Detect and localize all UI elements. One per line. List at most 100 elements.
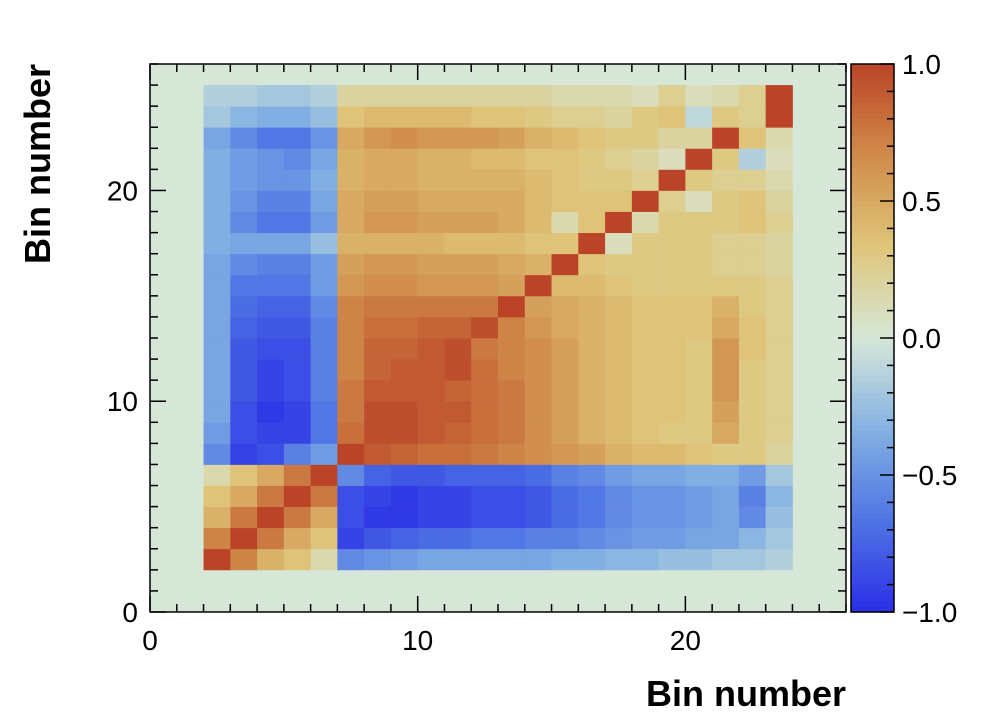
heatmap-cell [203, 443, 231, 465]
heatmap-cell [390, 359, 419, 381]
heatmap-cell [337, 211, 365, 234]
heatmap-cell [310, 485, 338, 508]
heatmap-cell [658, 422, 686, 444]
heatmap-cell [471, 316, 499, 339]
heatmap-cell [364, 106, 392, 128]
heatmap-cell [257, 190, 285, 212]
heatmap-cell [444, 190, 472, 212]
heatmap-cell [203, 464, 231, 486]
heatmap-cell [230, 190, 258, 212]
heatmap-cell [712, 464, 740, 486]
heatmap-cell [257, 211, 285, 234]
heatmap-cell [524, 253, 552, 276]
heatmap-cell [712, 295, 740, 318]
heatmap-cell [471, 338, 499, 360]
colorbar-segment [851, 162, 894, 169]
heatmap-cell [658, 148, 686, 170]
colorbar-segment [851, 458, 894, 465]
heatmap-cell [417, 211, 445, 234]
heatmap-cell [417, 548, 445, 571]
heatmap-cell [310, 422, 338, 444]
colorbar-segment [851, 321, 894, 328]
heatmap-cell [390, 169, 419, 191]
heatmap-cell [765, 338, 793, 360]
heatmap-cell [203, 169, 231, 191]
colorbar-segment [851, 398, 894, 405]
heatmap-cell [765, 295, 793, 318]
colorbar-segment [851, 173, 894, 180]
heatmap-cell [417, 232, 445, 255]
heatmap-cell [444, 380, 472, 402]
heatmap-cell [765, 359, 793, 381]
heatmap-cell [257, 380, 285, 402]
heatmap-cell [765, 548, 793, 571]
heatmap-cell [310, 85, 338, 107]
heatmap-cell [685, 148, 713, 170]
heatmap-cell [257, 274, 285, 297]
heatmap-cell [578, 253, 606, 276]
heatmap-cell [551, 232, 579, 255]
heatmap-cell [765, 253, 793, 276]
colorbar-segment [851, 261, 894, 268]
heatmap-cell [230, 506, 258, 529]
colorbar-segment [851, 266, 894, 273]
heatmap-cell [685, 548, 713, 571]
heatmap-cell [283, 253, 312, 276]
heatmap-cell [203, 548, 231, 571]
heatmap-cell [712, 190, 740, 212]
heatmap-cell [524, 127, 552, 149]
heatmap-cell [524, 295, 552, 318]
colorbar-segment [851, 184, 894, 191]
heatmap-cell [631, 295, 660, 318]
heatmap-cell [390, 401, 419, 423]
heatmap-cell [203, 401, 231, 423]
heatmap-cell [498, 274, 526, 297]
heatmap-cell [712, 422, 740, 444]
heatmap-cell [203, 295, 231, 318]
heatmap-cell [257, 401, 285, 423]
heatmap-cell [712, 106, 740, 128]
heatmap-cell [444, 527, 472, 550]
heatmap-cell [257, 106, 285, 128]
colorbar-segment [851, 365, 894, 372]
heatmap-cell [498, 169, 526, 191]
heatmap-cell [578, 106, 606, 128]
heatmap-cell [471, 548, 499, 571]
heatmap-cell [605, 127, 633, 149]
heatmap-cell [685, 232, 713, 255]
colorbar-segment [851, 584, 894, 591]
heatmap-cell [605, 295, 633, 318]
heatmap-cell [631, 527, 660, 550]
heatmap-cell [712, 316, 740, 339]
heatmap-cell [390, 485, 419, 508]
heatmap-cell [631, 316, 660, 339]
heatmap-cell [444, 443, 472, 465]
heatmap-cell [364, 506, 392, 529]
heatmap-cell [631, 485, 660, 508]
heatmap-cell [230, 359, 258, 381]
heatmap-cell [230, 422, 258, 444]
heatmap-cell [578, 380, 606, 402]
heatmap-cell [578, 464, 606, 486]
heatmap-cell [498, 485, 526, 508]
heatmap-cell [310, 443, 338, 465]
heatmap-cell [498, 464, 526, 486]
heatmap-cell [738, 316, 767, 339]
heatmap-cell [364, 127, 392, 149]
heatmap-cell [712, 85, 740, 107]
heatmap-cell [471, 527, 499, 550]
heatmap-cell [578, 295, 606, 318]
heatmap-cell [444, 422, 472, 444]
heatmap-cell [471, 169, 499, 191]
colorbar-segment [851, 107, 894, 114]
heatmap-cell [578, 85, 606, 107]
heatmap-cell [524, 401, 552, 423]
colorbar-segment [851, 277, 894, 284]
heatmap-cell [551, 485, 579, 508]
heatmap-cell [605, 85, 633, 107]
heatmap-cell [310, 148, 338, 170]
heatmap-cell [631, 232, 660, 255]
heatmap-cell [631, 506, 660, 529]
heatmap-cell [765, 127, 793, 149]
heatmap-cell [685, 127, 713, 149]
